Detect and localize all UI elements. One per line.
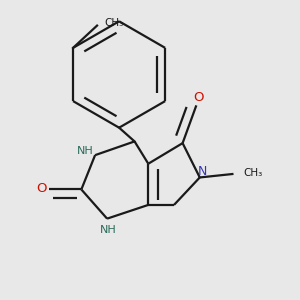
Text: NH: NH: [100, 225, 116, 235]
Text: NH: NH: [77, 146, 94, 156]
Text: O: O: [36, 182, 46, 195]
Text: N: N: [198, 165, 207, 178]
Text: O: O: [193, 91, 203, 104]
Text: CH₃: CH₃: [104, 18, 123, 28]
Text: CH₃: CH₃: [243, 168, 262, 178]
